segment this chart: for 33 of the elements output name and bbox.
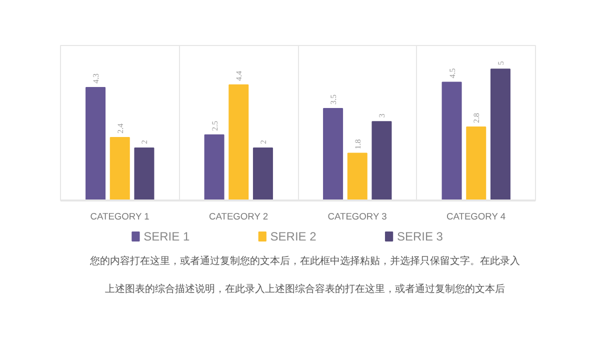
x-tick-label: CATEGORY 1	[90, 212, 150, 222]
bar	[134, 147, 154, 200]
x-tick-label: CATEGORY 2	[208, 212, 268, 222]
bar	[347, 152, 368, 200]
bar	[372, 121, 392, 200]
data-label: 2.5	[210, 120, 220, 131]
data-label: 2.8	[472, 112, 482, 123]
data-label: 2	[140, 140, 150, 144]
data-label: 4.5	[448, 68, 457, 78]
data-label: 3.5	[329, 94, 338, 105]
data-label: 3	[378, 114, 387, 118]
text: 您的内容打在这里，或者通过复制您的文本后，在此框中选择粘贴，并选择只保留文字。在此录入	[90, 255, 520, 269]
bar	[323, 108, 344, 200]
legend-label: SERIE 2	[270, 230, 317, 244]
legend-label: SERIE 3	[396, 230, 444, 244]
bar	[490, 68, 510, 200]
x-tick-label: CATEGORY 4	[446, 212, 506, 222]
bar	[86, 87, 106, 200]
bar	[204, 134, 224, 200]
data-label: 2	[258, 140, 268, 144]
data-label: 4.4	[234, 70, 244, 81]
bar	[252, 147, 273, 200]
bar	[228, 84, 249, 200]
text: 上述图表的综合描述说明，在此录入上述图综合容表的打在这里，或者通过复制您的文本后	[105, 283, 505, 297]
legend-label: SERIE 1	[144, 230, 190, 244]
bar	[466, 126, 486, 200]
data-label: 1.8	[353, 139, 362, 150]
bar	[110, 136, 130, 200]
data-label: 2.4	[116, 123, 125, 134]
x-tick-label: CATEGORY 3	[328, 212, 387, 222]
bar	[442, 82, 462, 200]
data-label: 4.3	[92, 74, 101, 84]
data-label: 5	[496, 61, 506, 66]
